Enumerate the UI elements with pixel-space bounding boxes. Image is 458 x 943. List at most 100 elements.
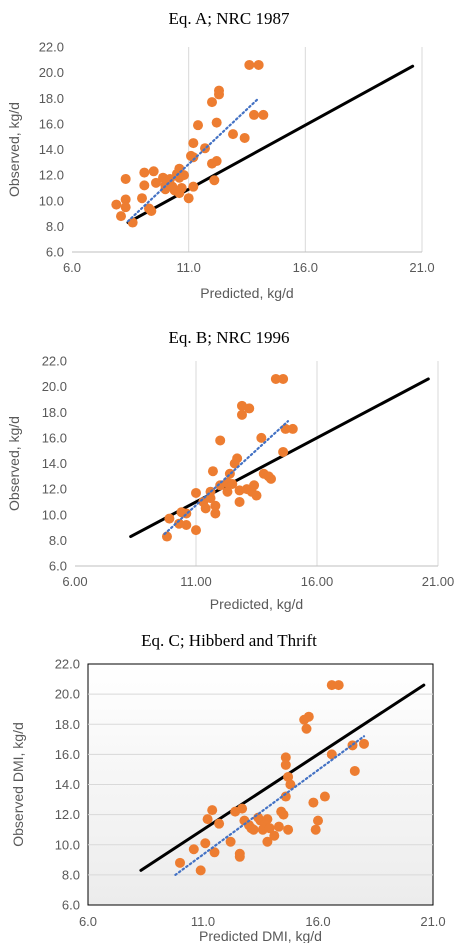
y-tick-label: 14.0 — [42, 456, 67, 471]
data-point — [270, 373, 281, 384]
data-point — [200, 503, 211, 514]
data-point — [244, 59, 255, 70]
data-point — [207, 97, 217, 108]
data-point — [210, 508, 221, 519]
data-point — [175, 857, 185, 868]
chart-title: Eq. A; NRC 1987 — [169, 9, 290, 28]
data-point — [139, 180, 150, 191]
data-point — [285, 779, 296, 790]
y-tick-label: 8.0 — [62, 867, 80, 882]
data-point — [164, 513, 175, 524]
data-point — [280, 759, 291, 770]
data-point — [211, 117, 222, 128]
x-tick-label: 11.0 — [191, 914, 215, 929]
data-point — [236, 409, 247, 420]
data-point — [151, 177, 161, 188]
data-point — [179, 170, 189, 181]
x-tick-label: 6.0 — [63, 260, 81, 275]
data-point — [165, 173, 175, 184]
data-point — [248, 824, 259, 835]
data-point — [214, 818, 225, 829]
data-point — [188, 181, 199, 192]
data-point — [120, 173, 131, 184]
data-point — [188, 152, 199, 163]
y-tick-label: 16.0 — [55, 747, 80, 762]
data-point — [303, 711, 314, 722]
data-point — [188, 138, 199, 149]
data-point — [207, 466, 218, 477]
data-point — [308, 797, 319, 808]
x-axis-label: Predicted, kg/d — [210, 596, 303, 612]
data-point — [251, 490, 262, 501]
trend-line — [163, 420, 290, 536]
x-tick-label: 16.0 — [293, 260, 318, 275]
y-axis-label: Observed DMI, kg/d — [10, 722, 26, 847]
y-tick-label: 6.0 — [49, 559, 67, 574]
data-point — [283, 824, 294, 835]
data-point — [234, 851, 245, 862]
y-tick-label: 18.0 — [39, 91, 64, 106]
y-tick-label: 6.0 — [46, 245, 64, 260]
data-point — [244, 403, 255, 414]
data-point — [253, 59, 264, 70]
data-point — [193, 120, 203, 131]
y-axis-label: Observed, kg/d — [6, 102, 22, 197]
data-point — [301, 723, 312, 734]
data-point — [207, 805, 218, 816]
y-tick-label: 10.0 — [42, 507, 67, 522]
data-point — [249, 109, 259, 120]
y-tick-label: 16.0 — [39, 116, 64, 131]
data-point — [222, 486, 233, 497]
x-tick-label: 21.00 — [422, 574, 455, 589]
y-tick-label: 14.0 — [39, 142, 64, 157]
x-tick-label: 6.0 — [79, 914, 97, 929]
data-point — [210, 500, 221, 511]
y-tick-label: 8.0 — [49, 533, 67, 548]
y-tick-label: 22.0 — [39, 40, 64, 55]
trend-line — [174, 735, 366, 876]
data-point — [161, 531, 172, 542]
chart-c: Eq. C; Hibberd and Thrift 6.0 8.0 10.0 12.0 1… — [10, 631, 446, 943]
unity-line — [126, 64, 415, 225]
y-tick-label: 10.0 — [55, 837, 80, 852]
data-point — [191, 525, 201, 536]
chart-title: Eq. C; Hibberd and Thrift — [141, 631, 317, 650]
y-tick-label: 22.0 — [42, 354, 67, 369]
data-point — [269, 830, 280, 841]
data-point — [148, 166, 159, 177]
x-tick-label: 11.0 — [176, 260, 200, 275]
data-point — [139, 167, 150, 178]
y-tick-label: 16.0 — [42, 430, 67, 445]
data-point — [333, 680, 344, 691]
data-point — [227, 479, 238, 489]
data-point — [237, 803, 248, 814]
data-point — [225, 836, 236, 847]
data-point — [146, 206, 157, 216]
y-tick-label: 20.0 — [42, 379, 67, 394]
data-point — [232, 453, 243, 464]
data-point — [313, 815, 323, 826]
data-point — [262, 814, 273, 825]
x-tick-label: 16.00 — [301, 574, 334, 589]
y-tick-label: 6.0 — [62, 898, 80, 913]
data-point — [239, 132, 250, 143]
data-point — [228, 129, 238, 140]
data-point — [326, 680, 337, 691]
data-point — [176, 182, 187, 193]
data-point — [264, 823, 275, 834]
data-point — [349, 765, 360, 776]
x-tick-label: 21.0 — [420, 914, 445, 929]
plot-area — [75, 361, 438, 566]
data-point — [319, 791, 330, 802]
x-tick-label: 21.0 — [409, 260, 434, 275]
data-point — [258, 109, 269, 120]
data-point — [191, 487, 201, 498]
data-point — [283, 771, 294, 782]
data-point — [127, 217, 138, 228]
data-point — [137, 193, 147, 204]
data-point — [249, 480, 260, 491]
x-tick-label: 11.00 — [180, 574, 212, 589]
y-tick-label: 22.0 — [55, 657, 80, 672]
x-tick-label: 6.00 — [62, 574, 87, 589]
data-point — [278, 446, 289, 457]
